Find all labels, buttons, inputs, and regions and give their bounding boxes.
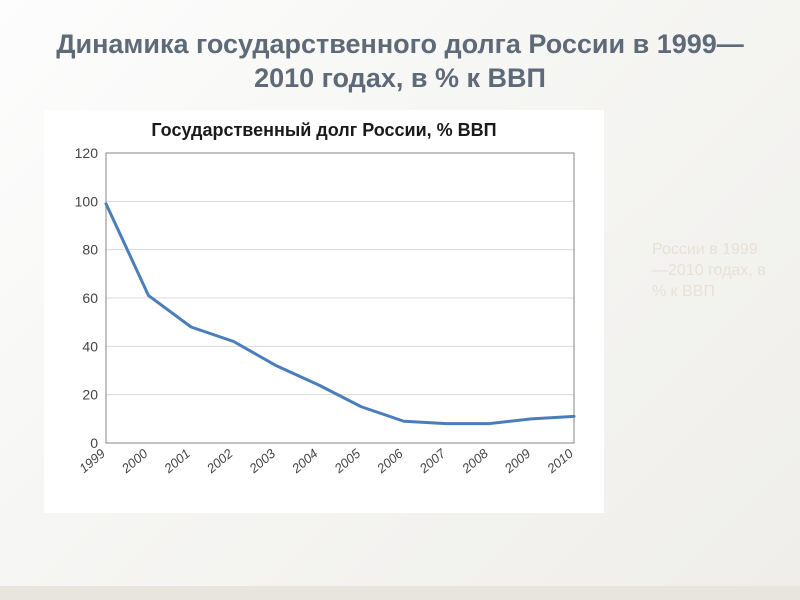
svg-text:20: 20	[82, 386, 98, 402]
line-chart: 0204060801001201999200020012002200320042…	[58, 145, 588, 505]
svg-text:2004: 2004	[288, 445, 321, 476]
svg-text:2006: 2006	[373, 445, 406, 476]
svg-text:1999: 1999	[76, 445, 108, 475]
svg-text:80: 80	[82, 241, 98, 257]
chart-card: Государственный долг России, % ВВП 02040…	[44, 110, 604, 513]
svg-text:2001: 2001	[160, 445, 193, 476]
watermark-text: России в 1999—2010 годах, в % к ВВП	[652, 240, 772, 302]
svg-text:2000: 2000	[118, 445, 151, 476]
svg-text:2005: 2005	[331, 445, 364, 476]
svg-text:2003: 2003	[246, 445, 279, 476]
svg-text:2009: 2009	[501, 445, 534, 476]
bottom-accent	[0, 586, 800, 600]
svg-text:120: 120	[75, 145, 99, 161]
svg-text:40: 40	[82, 338, 98, 354]
svg-text:100: 100	[75, 193, 99, 209]
svg-text:2007: 2007	[416, 445, 449, 476]
svg-text:2008: 2008	[458, 445, 491, 476]
svg-text:60: 60	[82, 290, 98, 306]
slide: Динамика государственного долга России в…	[0, 0, 800, 600]
slide-title: Динамика государственного долга России в…	[38, 28, 762, 96]
chart-title: Государственный долг России, % ВВП	[58, 120, 590, 141]
svg-text:2010: 2010	[543, 445, 576, 476]
svg-text:2002: 2002	[203, 445, 236, 476]
